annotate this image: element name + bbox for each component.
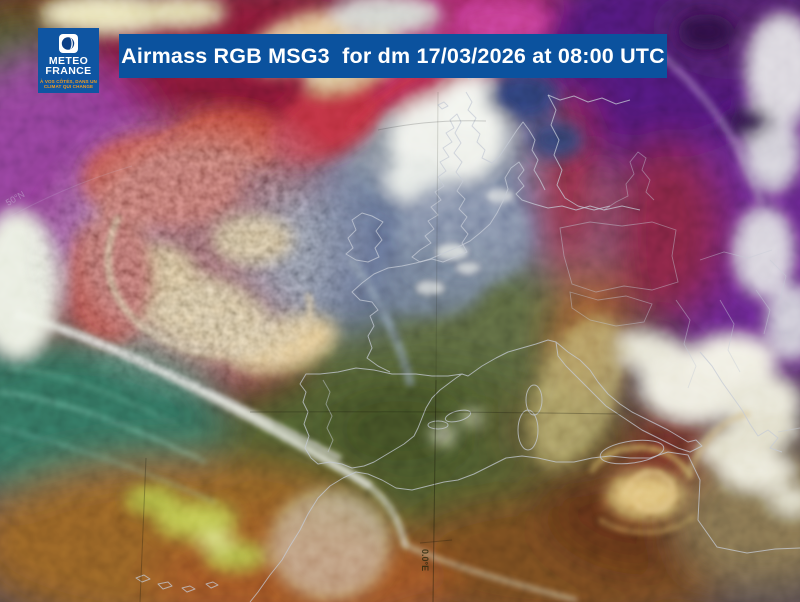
logo-brand-line2: FRANCE [45, 65, 92, 77]
meteo-france-icon [59, 34, 78, 53]
storm-cellular-texture [20, 90, 380, 410]
logo-brand-line1: METEO [48, 55, 89, 67]
coastlines [135, 73, 800, 602]
logo-tagline-line2: CLIMAT QUI CHANGE [43, 84, 94, 90]
meteo-france-logo: METEO FRANCE À VOS CÔTÉS, DANS UN CLIMAT… [38, 28, 99, 93]
logo-tagline-line1: À VOS CÔTÉS, DANS UN [40, 79, 97, 84]
image-title-bar: Airmass RGB MSG3 for dm 17/03/2026 at 08… [119, 34, 667, 78]
logo-tagline: À VOS CÔTÉS, DANS UN CLIMAT QUI CHANGE [38, 79, 99, 90]
graticule-meridian-label: 0.0°E [420, 549, 430, 571]
image-title-text: Airmass RGB MSG3 for dm 17/03/2026 at 08… [121, 43, 665, 68]
country-borders [559, 151, 787, 389]
logo-brand: METEO FRANCE [38, 55, 99, 77]
